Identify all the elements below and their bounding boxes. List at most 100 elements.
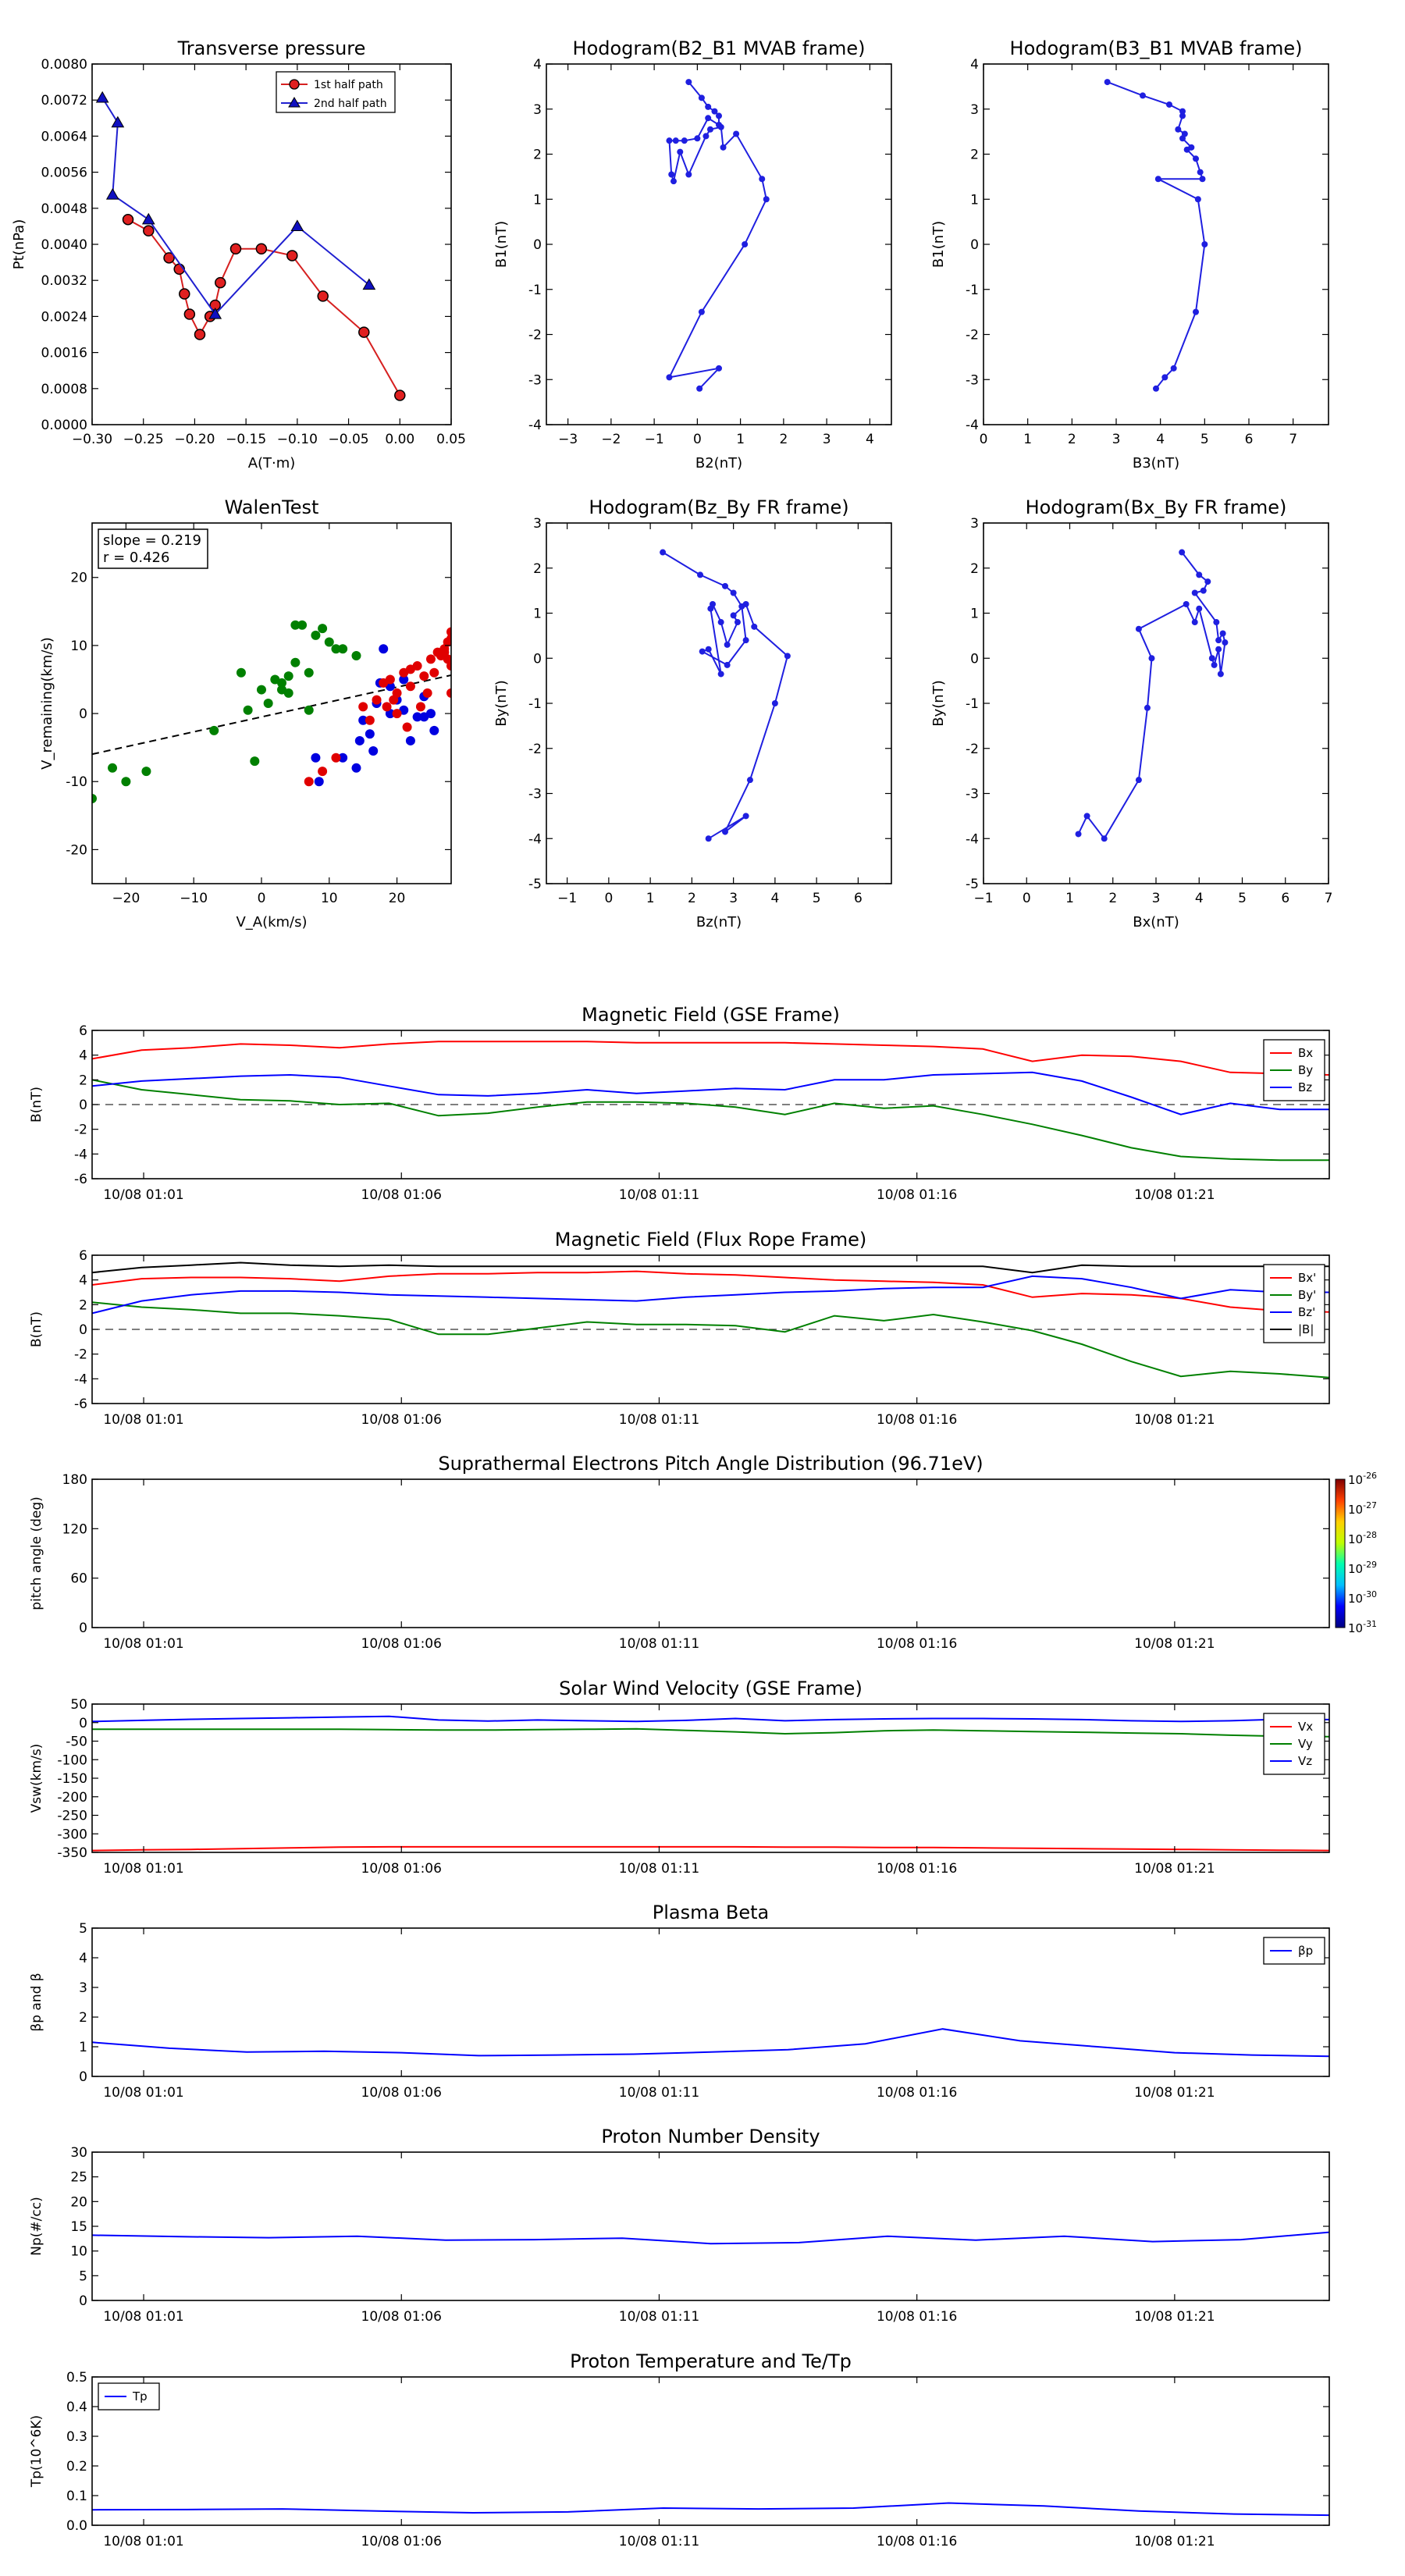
series-line-By — [91, 1079, 1329, 1162]
scatter-point — [405, 681, 415, 692]
y-tick-label: 15 — [70, 2219, 87, 2235]
data-point — [1213, 619, 1220, 626]
data-point — [717, 619, 724, 626]
legend-label: 2nd half path — [314, 98, 387, 110]
y-tick-label: 0.0 — [66, 2518, 87, 2534]
x-tick-label: −10 — [180, 891, 208, 906]
y-tick-label: 0.1 — [66, 2489, 87, 2504]
y-tick-label: 5 — [79, 2268, 87, 2284]
time-tick-label: 10/08 01:21 — [1134, 1412, 1215, 1428]
scatter-point — [351, 650, 361, 660]
scatter-point — [277, 678, 287, 688]
data-point — [784, 653, 791, 660]
series-line-Vz — [91, 1715, 1330, 1723]
scatter-point — [304, 667, 314, 678]
data-point — [1188, 144, 1195, 151]
series-line-Bz' — [91, 1275, 1329, 1315]
data-point — [1101, 835, 1108, 842]
annotation-frame — [98, 528, 208, 569]
scatter-point — [382, 702, 392, 712]
scatter-point — [243, 705, 253, 715]
scatter-point — [402, 722, 412, 732]
scatter-point — [331, 644, 341, 654]
y-axis-label: Tp(10^6K) — [29, 2415, 44, 2488]
y-tick-label: 0 — [79, 1098, 87, 1113]
time-tick-label: 10/08 01:21 — [1134, 2534, 1215, 2549]
y-tick-label: 60 — [70, 1571, 87, 1587]
colorbar-tick-label: 10-30 — [1348, 1589, 1377, 1606]
time-tick-label: 10/08 01:21 — [1134, 2309, 1215, 2325]
y-tick-label: -20 — [66, 842, 87, 858]
y-tick-label: -4 — [528, 831, 542, 847]
y-tick-label: 4 — [79, 1951, 87, 1966]
y-tick-label: -2 — [74, 1347, 87, 1363]
data-point — [730, 589, 737, 596]
chart-title: Hodogram(Bz_By FR frame) — [589, 496, 848, 518]
x-tick-label: 0 — [258, 891, 266, 906]
chart-transverse-pressure: 0.0000 0.0008 0.0016 0.0024 0.0032 0.0040 0.00… — [11, 37, 466, 471]
data-point — [705, 835, 712, 842]
y-tick-label: 0 — [970, 237, 979, 253]
chart-hodogram-h1: -4 -3 -2 -1 0 1 2 3 4 −3 −2 −1 0 1 2 3 4 Hodogram(B2_B1 M… — [493, 37, 892, 471]
series-line-Tp — [91, 2502, 1330, 2517]
data-point — [698, 94, 705, 101]
x-axis-label: A(T·m) — [248, 455, 296, 471]
y-tick-label: 0.0048 — [41, 201, 87, 217]
data-point — [1196, 571, 1203, 578]
chart-hodogram-h4: -5 -4 -3 -2 -1 0 1 2 3 −1 0 1 2 3 4 5 6 7 Hodogram(Bx_By F… — [930, 496, 1332, 930]
chart-tp: 0.0 0.1 0.2 0.3 0.4 0.5 10/08 01:01 10/08 01:06… — [29, 2350, 1330, 2549]
chart-hodogram-h3: -5 -4 -3 -2 -1 0 1 2 3 −1 0 1 2 3 4 5 6 Hodogram(Bz_By FR… — [493, 496, 892, 930]
data-point — [1144, 704, 1151, 711]
y-axis-label: V_remaining(km/s) — [39, 637, 55, 770]
chart-pitch-angle-distribution: 0 60 120 180 10/08 01:01 10/08 01:06 10/08 01:… — [29, 1453, 1377, 1652]
scatter-point — [290, 620, 301, 630]
scatter-point — [429, 725, 439, 735]
y-axis-label: B1(nT) — [930, 221, 947, 268]
y-tick-label: -4 — [528, 418, 542, 433]
scatter-point — [422, 688, 432, 698]
scatter-point — [392, 709, 402, 719]
chart-bgse: -6 -4 -2 0 2 4 6 10/08 01:01 10/08 01:06 10/08 01… — [29, 1004, 1330, 1203]
y-tick-label: 1 — [533, 192, 542, 208]
y-tick-label: -2 — [966, 742, 979, 757]
scatter-point — [429, 667, 439, 678]
colorbar-tick-label: 10-29 — [1348, 1560, 1377, 1576]
y-tick-label: 180 — [62, 1472, 87, 1488]
y-tick-label: 0.5 — [66, 2370, 87, 2386]
time-tick-label: 10/08 01:21 — [1134, 1636, 1215, 1652]
y-tick-label: 50 — [70, 1697, 87, 1713]
y-tick-label: -350 — [57, 1845, 87, 1861]
x-tick-label: −1 — [645, 432, 664, 447]
x-tick-label: 3 — [729, 891, 738, 906]
y-tick-label: -5 — [966, 877, 979, 892]
chart-title: Magnetic Field (Flux Rope Frame) — [555, 1229, 866, 1251]
y-tick-label: 20 — [70, 2194, 87, 2210]
data-point — [771, 700, 778, 706]
y-tick-label: -5 — [528, 877, 542, 892]
y-axis-label: B(nT) — [29, 1087, 44, 1123]
time-tick-label: 10/08 01:16 — [877, 1412, 957, 1428]
data-point — [1197, 169, 1204, 176]
chart-title: Transverse pressure — [177, 37, 366, 59]
data-point — [721, 828, 728, 835]
scatter-point — [365, 715, 375, 725]
y-axis-label: By(nT) — [493, 680, 510, 726]
colorbar-tick-exponent: -26 — [1363, 1471, 1377, 1481]
data-point — [1215, 637, 1222, 644]
data-point — [1208, 655, 1215, 662]
scatter-point — [354, 735, 365, 745]
data-point — [1154, 176, 1161, 183]
data-point — [685, 171, 692, 178]
data-point — [1193, 155, 1199, 162]
colorbar: 10-31 10-30 10-29 10-28 10-27 10-26 — [1335, 1471, 1377, 1635]
data-point — [1196, 605, 1203, 612]
legend: βp — [1263, 1937, 1325, 1965]
scatter-point — [304, 777, 314, 787]
scatter-point — [311, 753, 321, 763]
x-tick-label: 4 — [1195, 891, 1204, 906]
y-tick-label: 2 — [970, 561, 979, 577]
time-tick-label: 10/08 01:01 — [103, 1187, 183, 1203]
scatter-point — [365, 729, 375, 739]
scatter-point — [92, 794, 97, 804]
y-tick-label: -6 — [74, 1397, 87, 1412]
